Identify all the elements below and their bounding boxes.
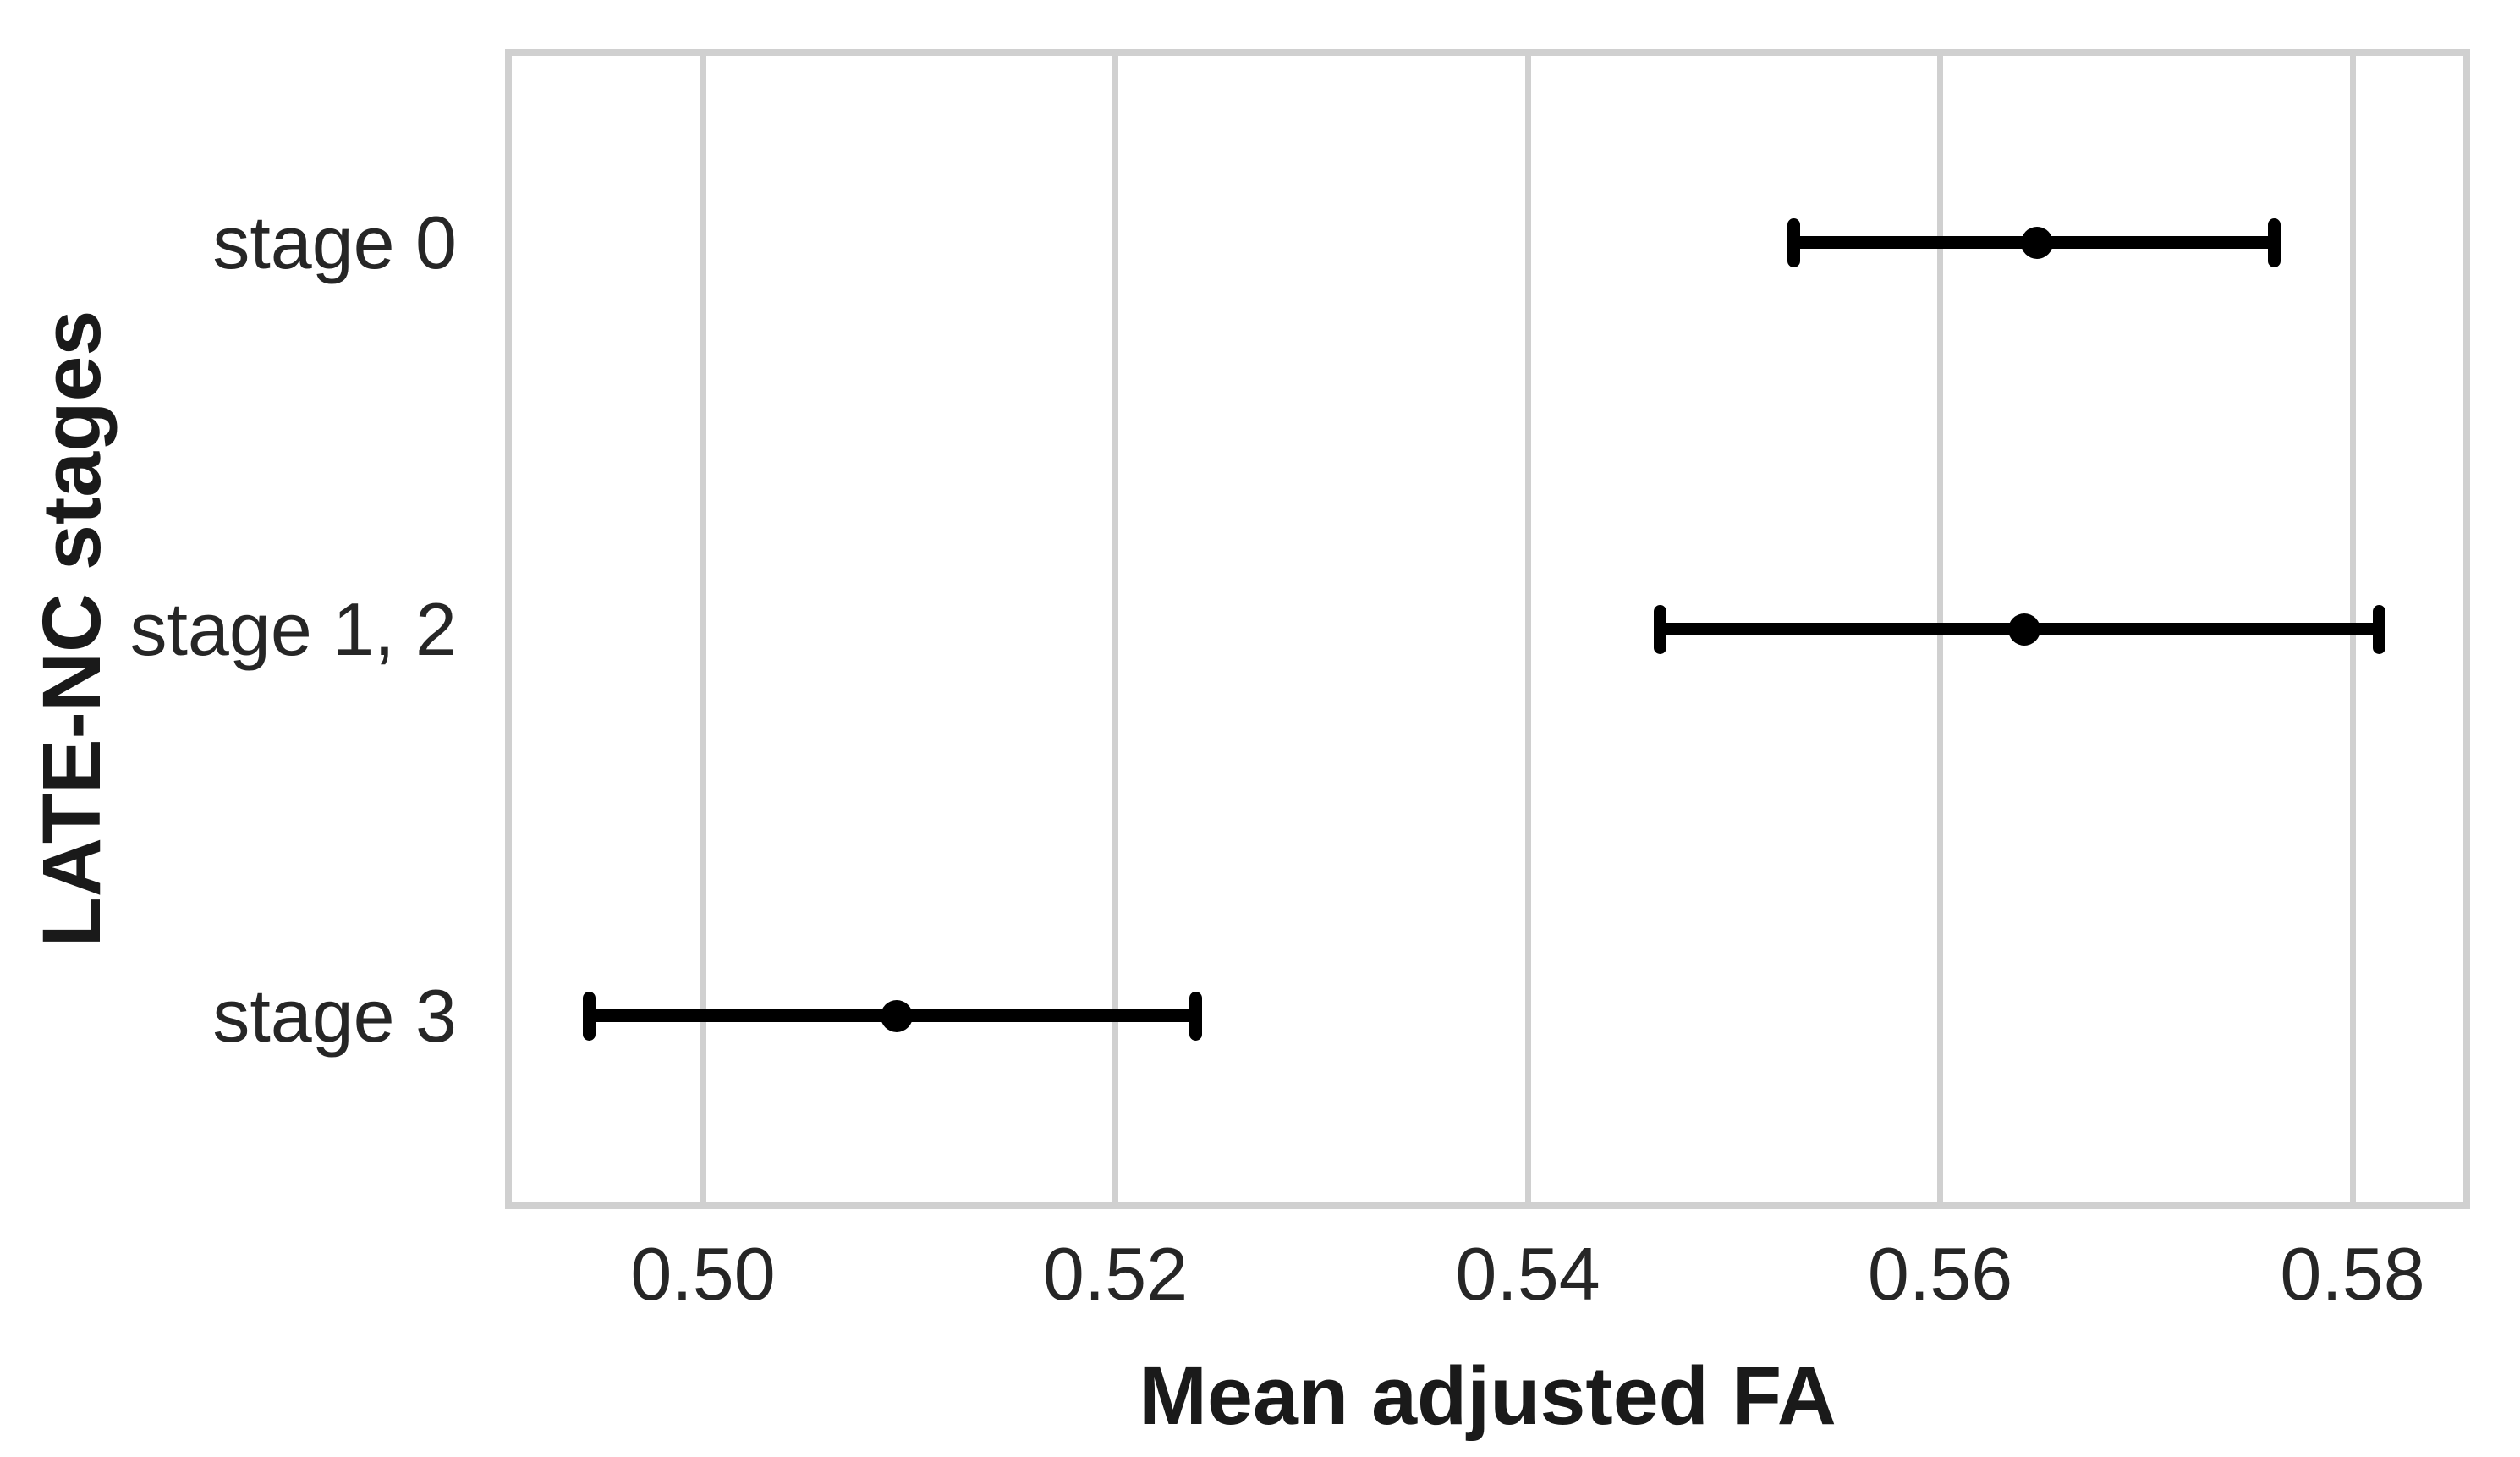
category-label-stage-1-2: stage 1, 2 [129, 586, 457, 671]
plot-area [505, 49, 2470, 1209]
x-tick-label-0.50: 0.50 [630, 1232, 776, 1316]
x-axis-title: Mean adjusted FA [1139, 1350, 1836, 1442]
gridline-0.52 [1112, 56, 1119, 1202]
ci-cap-high-stage-3 [1189, 991, 1203, 1041]
category-label-stage-3: stage 3 [212, 973, 457, 1058]
ci-cap-low-stage-0 [1787, 217, 1800, 267]
gridline-0.50 [700, 56, 706, 1202]
mean-point-stage-0 [2021, 226, 2054, 259]
ci-cap-high-stage-1-2 [2373, 604, 2386, 654]
x-tick-label-0.56: 0.56 [1867, 1232, 2013, 1316]
x-tick-label-0.52: 0.52 [1042, 1232, 1189, 1316]
mean-point-stage-3 [881, 999, 914, 1032]
x-tick-label-0.54: 0.54 [1455, 1232, 1600, 1316]
gridline-0.54 [1524, 56, 1531, 1202]
y-axis-title: LATE-NC stages [25, 310, 118, 948]
ci-cap-low-stage-1-2 [1653, 604, 1666, 654]
ci-cap-low-stage-3 [583, 991, 596, 1041]
ci-cap-high-stage-0 [2267, 217, 2281, 267]
mean-point-stage-1-2 [2008, 613, 2041, 646]
category-label-stage-0: stage 0 [212, 200, 457, 284]
x-tick-label-0.58: 0.58 [2280, 1232, 2425, 1316]
